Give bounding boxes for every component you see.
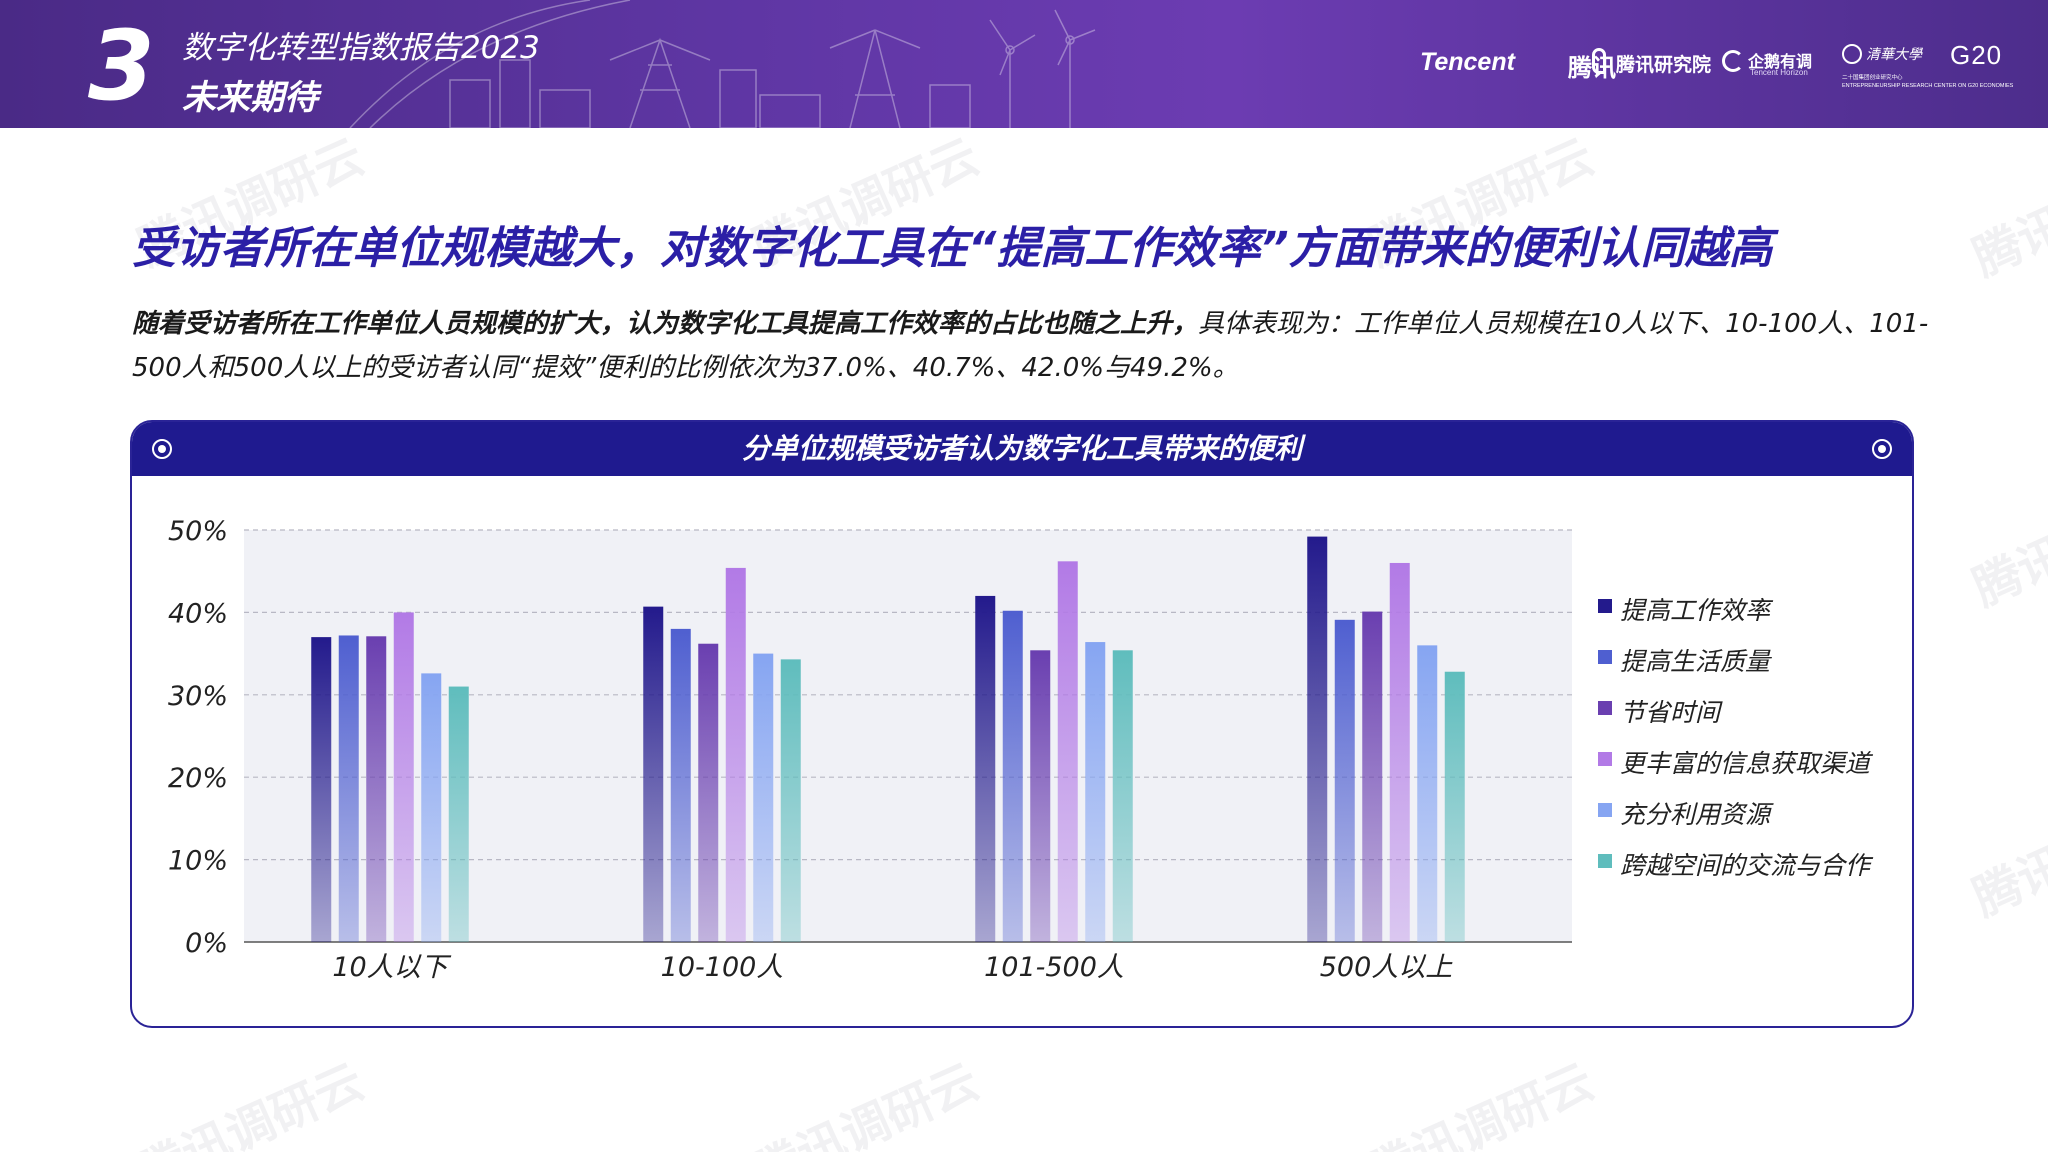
- tsinghua-logo: 清華大學: [1866, 47, 1922, 63]
- bar: [670, 628, 691, 942]
- legend-label: 跨越空间的交流与合作: [1620, 851, 1874, 880]
- x-tick-label: 10人以下: [332, 952, 451, 983]
- bar-chart: 0% 10% 20% 30% 40% 50% 10人以下 10-100人 101-500人 500…: [168, 516, 1874, 983]
- x-tick-label: 500人以上: [1320, 952, 1454, 983]
- watermark: 腾讯调研云: [129, 1053, 372, 1152]
- section-number: 3: [88, 10, 155, 122]
- bar: [421, 673, 442, 942]
- erc-line-cn: 二十国集团创业研究中心: [1842, 75, 1903, 81]
- watermark: 腾讯调研云: [1964, 138, 2048, 288]
- tencent-logo: Tencent: [1420, 48, 1515, 76]
- research-logo-icon: [1592, 48, 1606, 74]
- watermark: 腾讯调研云: [1359, 1053, 1602, 1152]
- tsinghua-seal-icon: [1842, 44, 1862, 64]
- legend-label: 提高生活质量: [1620, 647, 1772, 676]
- legend-swatch: [1598, 854, 1612, 868]
- chart-card: 分单位规模受访者认为数字化工具带来的便利 0% 10% 20% 30% 40% 50% 10…: [130, 420, 1914, 1028]
- legend-label: 充分利用资源: [1620, 800, 1774, 829]
- bar: [1307, 536, 1328, 942]
- legend-swatch: [1598, 752, 1612, 766]
- bar: [1389, 562, 1410, 942]
- bar: [1030, 650, 1051, 942]
- legend-swatch: [1598, 701, 1612, 715]
- penguin-survey-subtitle: Tencent Horizon: [1750, 68, 1808, 77]
- legend-label: 节省时间: [1620, 698, 1723, 727]
- y-tick-label: 10%: [168, 846, 228, 877]
- tencent-research-logo: 腾讯研究院: [1616, 54, 1712, 76]
- bullet-icon: [1872, 439, 1892, 459]
- bar: [698, 643, 719, 942]
- page-description: 随着受访者所在工作单位人员规模的扩大，认为数字化工具提高工作效率的占比也随之上升…: [132, 302, 1932, 390]
- bar: [448, 686, 469, 942]
- header-band: 3 数字化转型指数报告2023 未来期待 Tencent 腾讯 腾讯研究院 企鹅…: [0, 0, 2048, 128]
- bar: [311, 637, 332, 942]
- erc-logo-text: 二十国集团创业研究中心 ENTREPRENEURSHIP RESEARCH CE…: [1842, 74, 2014, 90]
- bar: [1362, 611, 1383, 942]
- watermark: 腾讯调研云: [1964, 468, 2048, 618]
- bar: [1417, 645, 1438, 942]
- g20-logo: G20: [1950, 40, 2003, 70]
- x-tick-label: 101-500人: [984, 952, 1124, 983]
- bar: [338, 635, 359, 942]
- header-decoration: [349, 0, 1096, 128]
- legend-swatch: [1598, 599, 1612, 613]
- watermark: 腾讯调研云: [1964, 778, 2048, 928]
- penguin-survey-logo: 企鹅有调: [1748, 52, 1813, 71]
- x-tick-label: 10-100人: [661, 952, 784, 983]
- watermark: 腾讯调研云: [744, 1053, 987, 1152]
- legend-swatch: [1598, 803, 1612, 817]
- section-name: 未来期待: [182, 78, 318, 118]
- description-emphasis: 随着受访者所在工作单位人员规模的扩大，认为数字化工具提高工作效率的占比也随之上升…: [132, 309, 1199, 339]
- legend-label: 更丰富的信息获取渠道: [1620, 749, 1874, 778]
- y-tick-label: 30%: [168, 681, 228, 712]
- bar: [753, 653, 774, 942]
- bar: [393, 612, 414, 942]
- y-tick-label: 50%: [168, 516, 228, 547]
- bar: [1112, 650, 1133, 942]
- bar: [780, 659, 801, 942]
- erc-line-en: ENTREPRENEURSHIP RESEARCH CENTER ON G20 …: [1842, 83, 2014, 89]
- bar: [1334, 619, 1355, 942]
- legend-swatch: [1598, 650, 1612, 664]
- y-tick-label: 20%: [168, 763, 228, 794]
- bar: [725, 567, 746, 942]
- legend-label: 提高工作效率: [1620, 596, 1774, 625]
- bar: [1085, 642, 1106, 942]
- bullet-icon: [152, 439, 172, 459]
- chart-title-bar: [132, 422, 1912, 476]
- bar: [643, 606, 664, 942]
- bar: [1002, 610, 1023, 942]
- penguin-logo-icon: [1722, 50, 1744, 72]
- description-body: 具体表现为：工作单位人员规模在10人以下、10-100人、101-500人和50…: [132, 309, 1929, 383]
- chart-title: 分单位规模受访者认为数字化工具带来的便利: [741, 432, 1302, 465]
- bar: [1057, 561, 1078, 942]
- y-tick-label: 0%: [185, 928, 228, 959]
- report-title: 数字化转型指数报告2023: [182, 30, 540, 66]
- y-tick-label: 40%: [168, 598, 228, 629]
- bar: [975, 595, 996, 942]
- bar: [1444, 671, 1465, 942]
- page-headline: 受访者所在单位规模越大，对数字化工具在“提高工作效率”方面带来的便利认同越高: [132, 223, 1773, 274]
- bar: [366, 636, 387, 942]
